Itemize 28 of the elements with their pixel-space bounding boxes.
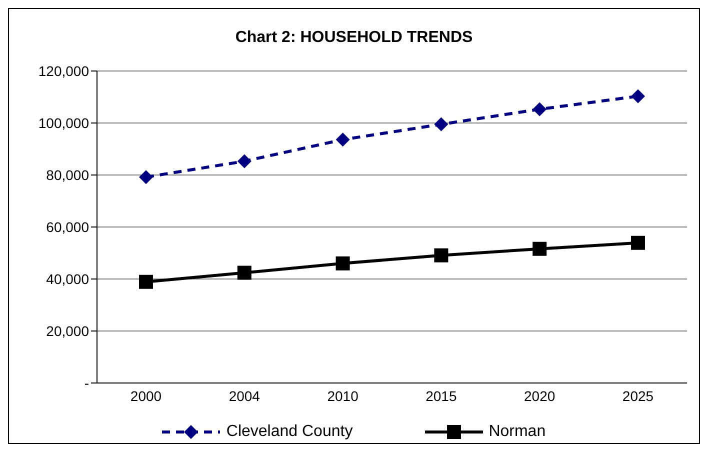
y-tick-label: 20,000 — [46, 322, 90, 339]
legend-label: Cleveland County — [226, 423, 353, 441]
x-tick-label: 2015 — [426, 388, 457, 404]
x-tick-label: 2000 — [130, 388, 162, 404]
x-tick-label: 2020 — [524, 388, 556, 404]
y-tick-label: 60,000 — [46, 218, 90, 235]
point — [434, 248, 448, 262]
x-tick-label: 2025 — [622, 388, 654, 404]
point — [631, 89, 645, 104]
y-tick-label: 100,000 — [38, 114, 90, 131]
x-tick-label: 2004 — [228, 388, 260, 404]
point — [139, 170, 153, 184]
y-tick-label: - — [84, 374, 90, 391]
y-tick-label: 80,000 — [46, 166, 90, 183]
chart-title: Chart 2: HOUSEHOLD TRENDS — [234, 29, 474, 48]
point — [631, 236, 645, 250]
y-tick-label: 120,000 — [38, 62, 90, 79]
point — [139, 274, 153, 289]
point — [336, 256, 350, 270]
point — [532, 102, 547, 116]
legend-label: Norman — [488, 423, 546, 441]
y-tick-label: 40,000 — [46, 270, 90, 287]
point — [532, 242, 547, 256]
point — [336, 132, 350, 147]
x-tick-label: 2010 — [327, 388, 359, 404]
point — [237, 266, 252, 280]
point — [434, 117, 448, 132]
point — [237, 154, 252, 168]
